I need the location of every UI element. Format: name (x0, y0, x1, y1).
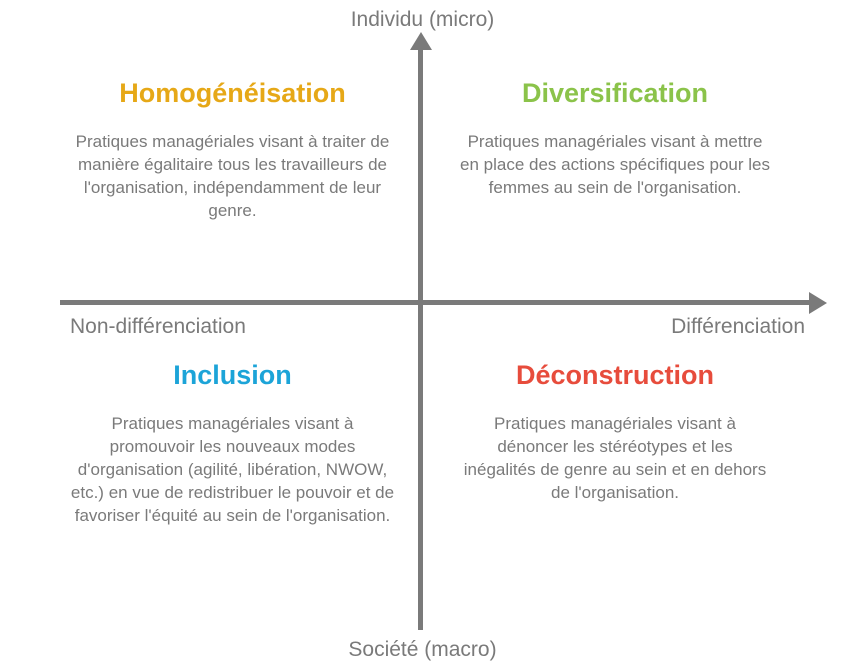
axis-label-bottom: Société (macro) (348, 638, 496, 662)
quadrant-description: Pratiques managériales visant à mettre e… (460, 131, 770, 200)
axis-label-left: Non-différenciation (70, 315, 246, 339)
quadrant-top-right: Diversification Pratiques managériales v… (445, 78, 785, 200)
axis-label-right: Différenciation (671, 315, 805, 339)
quadrant-title: Inclusion (70, 360, 395, 391)
quadrant-description: Pratiques managériales visant à dénoncer… (460, 413, 770, 505)
quadrant-description: Pratiques managériales visant à traiter … (70, 131, 395, 223)
quadrant-title: Diversification (460, 78, 770, 109)
quadrant-diagram: Individu (micro) Société (macro) Non-dif… (0, 0, 845, 670)
axis-vertical-line (418, 40, 423, 630)
axis-horizontal-line (60, 300, 820, 305)
quadrant-title: Déconstruction (460, 360, 770, 391)
arrow-right-icon (809, 292, 827, 314)
quadrant-title: Homogénéisation (70, 78, 395, 109)
quadrant-bottom-left: Inclusion Pratiques managériales visant … (55, 360, 410, 528)
axis-label-top: Individu (micro) (351, 8, 495, 32)
arrow-up-icon (410, 32, 432, 50)
quadrant-top-left: Homogénéisation Pratiques managériales v… (55, 78, 410, 223)
quadrant-bottom-right: Déconstruction Pratiques managériales vi… (445, 360, 785, 505)
quadrant-description: Pratiques managériales visant à promouvo… (70, 413, 395, 528)
